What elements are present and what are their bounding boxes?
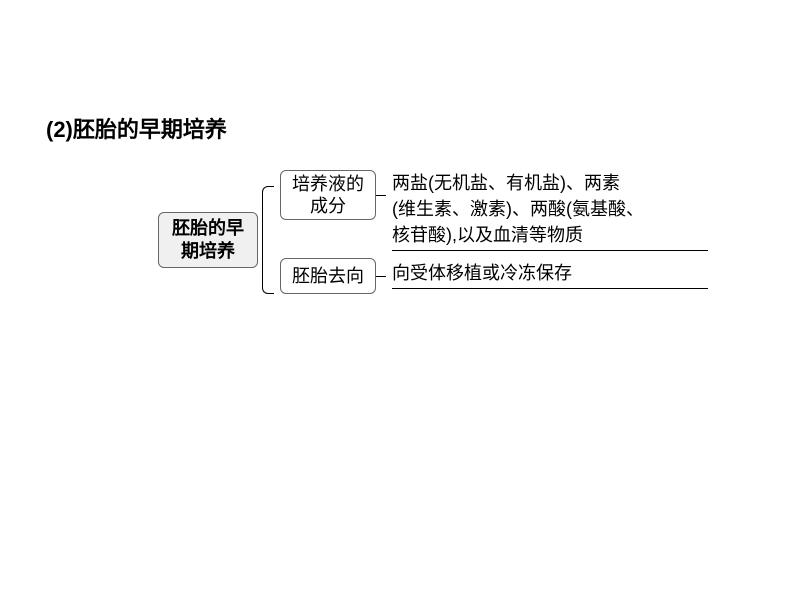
connector-line <box>376 276 386 277</box>
child-node-fate: 胚胎去向 <box>280 258 376 294</box>
root-node-label: 胚胎的早期培养 <box>172 217 244 264</box>
root-node: 胚胎的早期培养 <box>158 212 258 268</box>
section-title: (2)胚胎的早期培养 <box>46 112 227 144</box>
child-node-medium: 培养液的成分 <box>280 170 376 220</box>
child-node-label: 胚胎去向 <box>292 265 364 288</box>
tree-bracket <box>262 186 274 294</box>
connector-line <box>376 195 386 196</box>
child-desc-fate: 向受体移植或冷冻保存 <box>392 260 708 289</box>
child-node-label: 培养液的成分 <box>292 173 364 218</box>
child-desc-medium: 两盐(无机盐、有机盐)、两素(维生素、激素)、两酸(氨基酸、核苷酸),以及血清等… <box>392 170 708 251</box>
